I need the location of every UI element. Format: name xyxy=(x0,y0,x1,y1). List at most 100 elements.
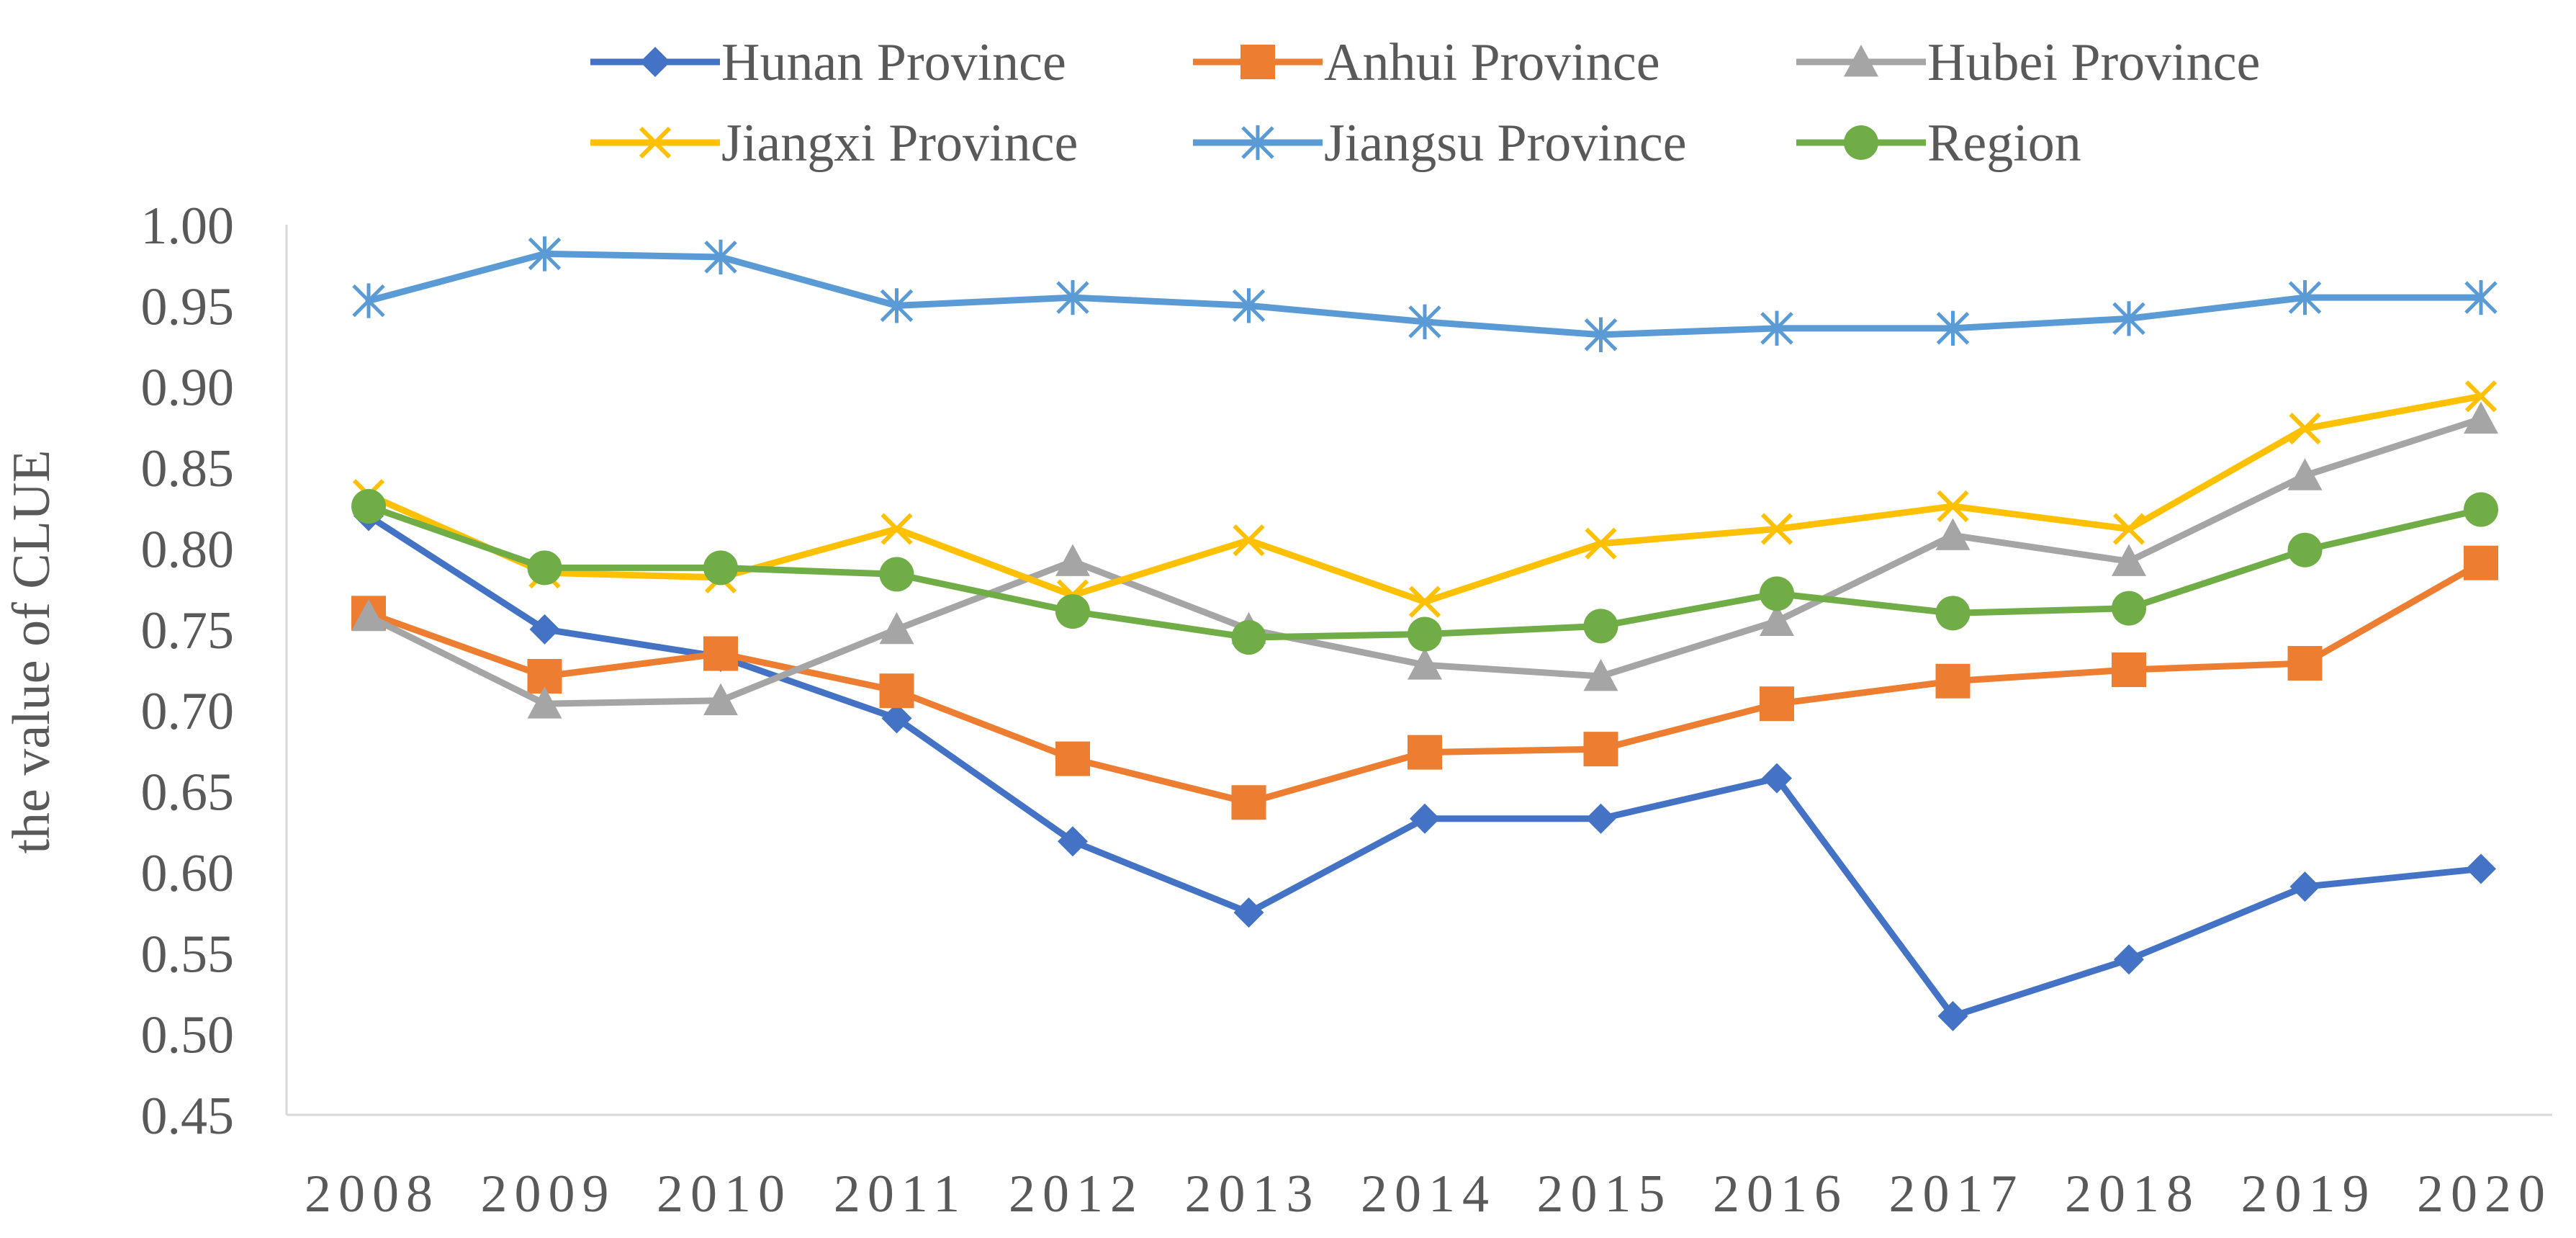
data-point xyxy=(528,236,562,272)
x-tick-label: 2020 xyxy=(2417,1165,2552,1224)
data-point xyxy=(2466,853,2496,884)
y-tick-label: 1.00 xyxy=(141,197,235,256)
series-jiangsu-province xyxy=(352,236,2498,352)
data-point xyxy=(880,288,914,323)
y-tick-label: 0.75 xyxy=(141,601,235,660)
data-point xyxy=(703,683,738,716)
legend-marker xyxy=(639,126,672,159)
legend-item: Jiangxi Province xyxy=(590,114,1078,173)
data-point xyxy=(1058,826,1088,857)
data-point xyxy=(2287,532,2323,568)
x-tick-label: 2009 xyxy=(481,1165,616,1224)
data-point xyxy=(2464,401,2498,434)
y-tick-label: 0.45 xyxy=(141,1087,235,1146)
data-point xyxy=(1055,544,1090,576)
x-tick-label: 2015 xyxy=(1537,1165,1672,1224)
legend-label: Hunan Province xyxy=(721,33,1066,92)
series-region xyxy=(351,489,2498,655)
axes-layer: 0.45 0.50 0.55 0.60 0.65 0.70 0.75 0.80 0.85 0.90… xyxy=(141,197,2552,1224)
data-point xyxy=(1583,658,1618,691)
y-tick-label: 0.60 xyxy=(141,844,235,903)
data-point xyxy=(352,283,385,318)
data-point xyxy=(2287,646,2323,681)
data-point xyxy=(2289,413,2321,445)
data-point xyxy=(2112,544,2146,576)
data-point xyxy=(2112,591,2146,626)
data-point xyxy=(1935,518,1971,550)
y-tick-label: 0.55 xyxy=(141,925,235,984)
legend-item: Hubei Province xyxy=(1796,33,2260,92)
data-point xyxy=(881,513,913,545)
data-point xyxy=(1935,663,1971,699)
x-tick-label: 2014 xyxy=(1361,1165,1496,1224)
series-layer xyxy=(351,236,2498,1031)
y-axis-title: the value of CLUE xyxy=(2,450,61,854)
legend-marker xyxy=(1844,125,1878,160)
data-point xyxy=(1408,304,1441,339)
data-point xyxy=(1233,897,1264,928)
data-point xyxy=(2464,545,2498,580)
data-point xyxy=(879,611,914,645)
data-point xyxy=(1935,596,1971,631)
x-tick-label: 2017 xyxy=(1889,1165,2025,1224)
data-point xyxy=(2464,279,2498,315)
data-point xyxy=(879,557,914,592)
data-point xyxy=(703,550,738,586)
y-tick-label: 0.85 xyxy=(141,439,235,498)
y-tick-label: 0.50 xyxy=(141,1006,235,1065)
data-point xyxy=(1583,609,1618,644)
legend-label: Jiangsu Province xyxy=(1324,114,1687,173)
data-point xyxy=(1231,620,1266,655)
legend-label: Anhui Province xyxy=(1324,33,1660,92)
data-point xyxy=(1408,735,1442,770)
data-point xyxy=(2464,492,2498,527)
y-tick-label: 0.95 xyxy=(141,277,235,336)
data-point xyxy=(1408,616,1442,652)
x-tick-label: 2013 xyxy=(1185,1165,1320,1224)
data-point xyxy=(1410,803,1440,834)
legend-item: Region xyxy=(1796,114,2081,173)
data-point xyxy=(879,673,914,709)
y-tick-label: 0.65 xyxy=(141,763,235,822)
data-point xyxy=(351,598,386,632)
data-point xyxy=(881,703,912,734)
legend-label: Hubei Province xyxy=(1927,33,2260,92)
legend-label: Region xyxy=(1927,114,2081,173)
legend-item: Hunan Province xyxy=(590,33,1066,92)
data-point xyxy=(351,489,386,524)
x-tick-label: 2008 xyxy=(305,1165,440,1224)
legend-marker xyxy=(640,47,670,77)
data-point xyxy=(1231,785,1266,820)
data-point xyxy=(1585,527,1617,560)
data-point xyxy=(2464,380,2498,413)
data-point xyxy=(1760,513,1793,545)
x-tick-label: 2010 xyxy=(657,1165,792,1224)
data-point xyxy=(2289,871,2320,902)
data-point xyxy=(1937,490,1969,523)
data-point xyxy=(2112,652,2146,687)
data-point xyxy=(703,636,738,671)
series-anhui-province xyxy=(351,545,2498,820)
data-point xyxy=(1583,732,1618,767)
x-tick-label: 2012 xyxy=(1009,1165,1144,1224)
data-point xyxy=(1584,317,1618,352)
data-point xyxy=(2288,279,2322,315)
y-tick-label: 0.80 xyxy=(141,520,235,579)
data-point xyxy=(1760,576,1794,611)
data-point xyxy=(1408,647,1442,680)
series-jiangxi-province xyxy=(352,380,2498,618)
data-point xyxy=(2112,301,2145,336)
data-point xyxy=(2114,944,2144,975)
data-point xyxy=(1585,803,1616,834)
data-point xyxy=(1936,310,1970,346)
data-point xyxy=(527,550,562,586)
data-point xyxy=(1760,686,1794,722)
data-point xyxy=(1056,279,1089,315)
x-tick-label: 2011 xyxy=(834,1165,967,1224)
data-point xyxy=(704,239,737,275)
data-point xyxy=(2112,513,2145,545)
legend-marker xyxy=(1844,45,1878,77)
data-point xyxy=(1232,288,1266,323)
